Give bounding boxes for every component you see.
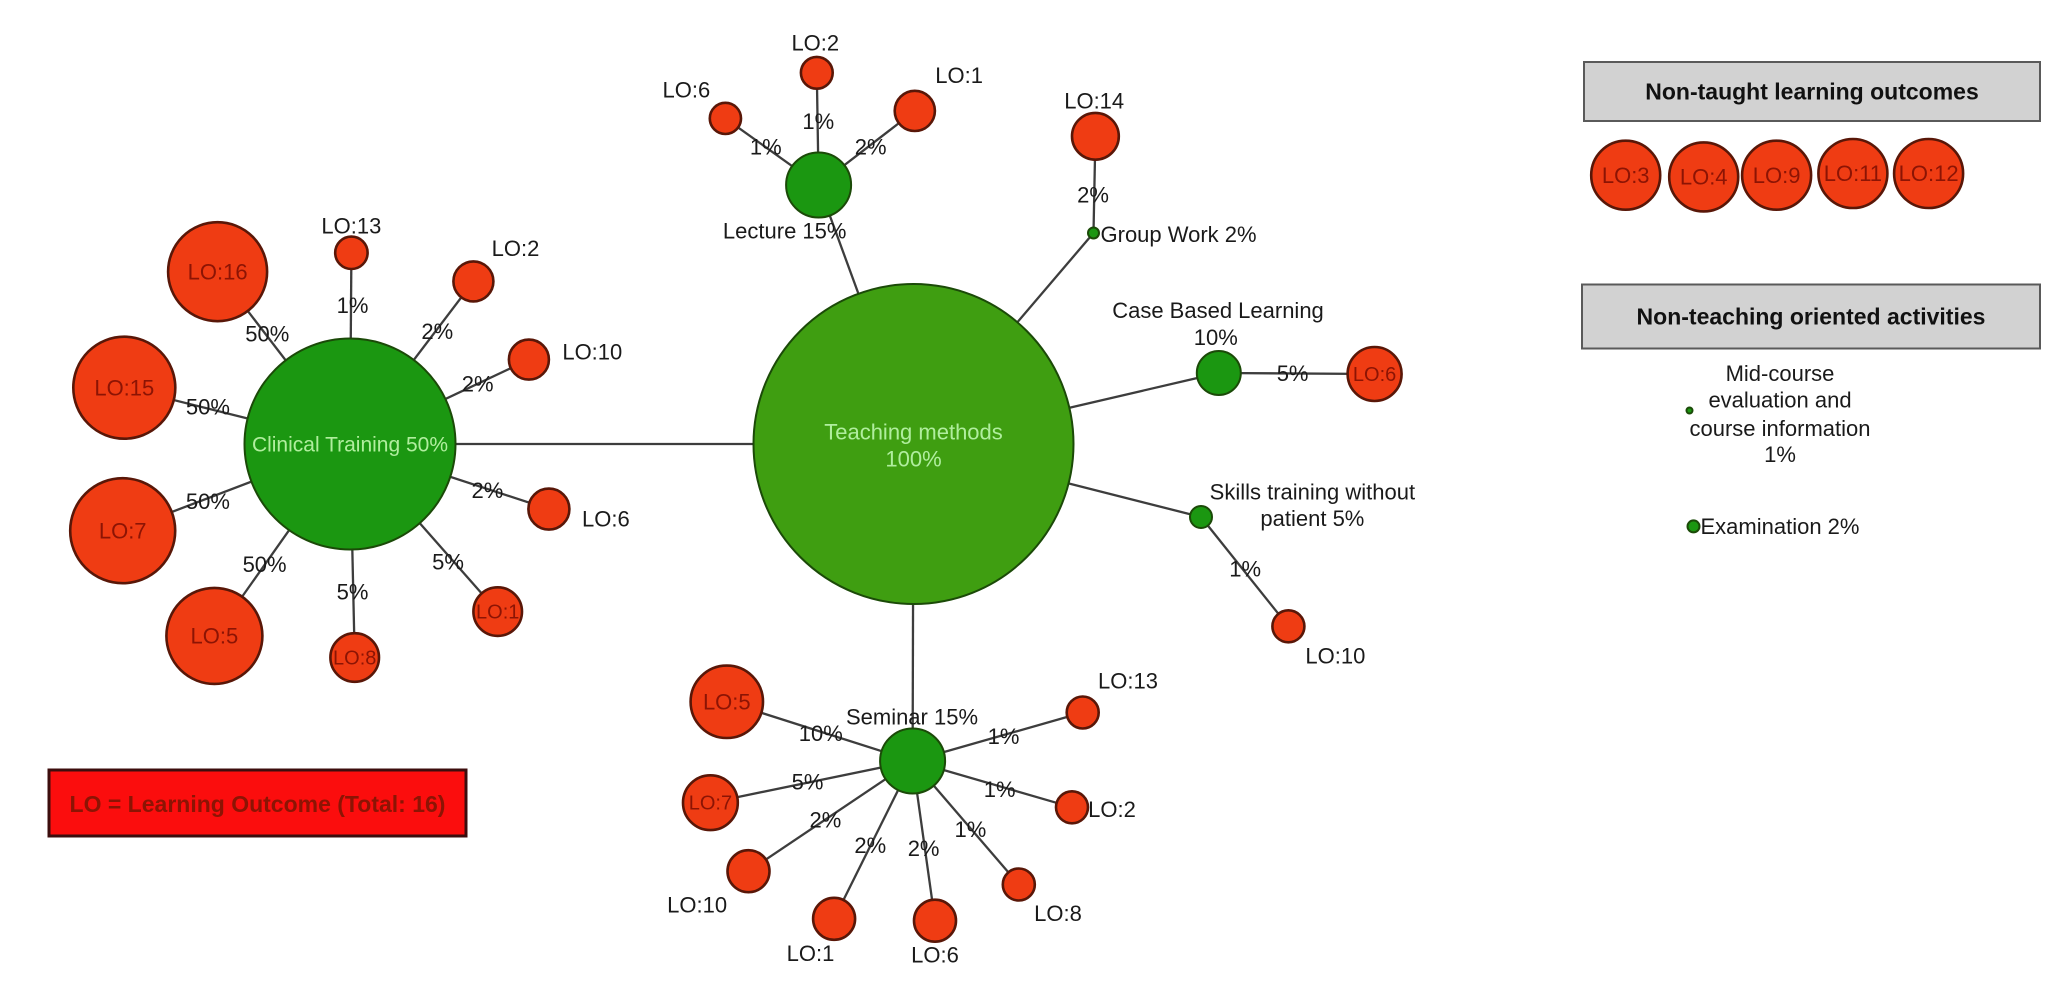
svg-text:LO:3: LO:3 (1602, 163, 1650, 188)
svg-text:1%: 1% (988, 724, 1020, 749)
svg-text:LO:8: LO:8 (333, 648, 376, 670)
svg-text:50%: 50% (243, 552, 287, 577)
svg-text:LO:2: LO:2 (1088, 797, 1136, 822)
svg-text:course information: course information (1690, 416, 1871, 441)
svg-text:10%: 10% (1194, 325, 1238, 350)
svg-text:2%: 2% (421, 319, 453, 344)
svg-text:LO:10: LO:10 (667, 892, 727, 917)
svg-text:2%: 2% (855, 135, 887, 160)
svg-text:LO:13: LO:13 (321, 214, 381, 239)
svg-text:Non-teaching oriented activiti: Non-teaching oriented activities (1637, 304, 1986, 330)
svg-text:1%: 1% (750, 135, 782, 160)
svg-text:1%: 1% (1229, 557, 1261, 582)
svg-text:2%: 2% (472, 478, 504, 503)
svg-text:5%: 5% (1277, 361, 1309, 386)
svg-text:2%: 2% (810, 808, 842, 833)
svg-text:100%: 100% (885, 447, 941, 472)
svg-text:Clinical Training 50%: Clinical Training 50% (252, 433, 448, 456)
svg-text:2%: 2% (854, 833, 886, 858)
svg-text:LO:7: LO:7 (689, 793, 732, 815)
svg-text:1%: 1% (337, 293, 369, 318)
svg-text:2%: 2% (462, 372, 494, 397)
svg-text:LO:9: LO:9 (1753, 163, 1801, 188)
svg-text:patient 5%: patient 5% (1260, 506, 1364, 531)
svg-text:LO:10: LO:10 (1305, 643, 1365, 668)
svg-text:LO:2: LO:2 (791, 31, 839, 56)
svg-text:LO:6: LO:6 (663, 78, 711, 103)
svg-text:LO:12: LO:12 (1899, 161, 1959, 186)
svg-text:2%: 2% (1077, 183, 1109, 208)
svg-text:5%: 5% (792, 770, 824, 795)
svg-text:LO:2: LO:2 (492, 236, 540, 261)
svg-text:LO:11: LO:11 (1824, 161, 1882, 186)
svg-text:10%: 10% (799, 721, 843, 746)
svg-text:LO:1: LO:1 (476, 602, 519, 624)
svg-text:evaluation and: evaluation and (1708, 388, 1851, 413)
svg-text:LO:1: LO:1 (787, 941, 835, 966)
svg-text:Teaching methods: Teaching methods (824, 420, 1003, 445)
svg-text:1%: 1% (802, 109, 834, 134)
svg-text:2%: 2% (908, 836, 940, 861)
svg-text:50%: 50% (186, 394, 230, 419)
svg-text:5%: 5% (432, 550, 464, 575)
svg-text:LO:16: LO:16 (188, 259, 248, 284)
svg-text:LO:7: LO:7 (99, 518, 147, 543)
svg-text:LO = Learning Outcome (Total:: LO = Learning Outcome (Total: 16) (70, 791, 446, 817)
svg-text:LO:6: LO:6 (1353, 364, 1396, 386)
svg-text:LO:5: LO:5 (191, 624, 239, 649)
svg-text:50%: 50% (186, 489, 230, 514)
svg-text:LO:6: LO:6 (582, 507, 630, 532)
svg-text:Non-taught learning outcomes: Non-taught learning outcomes (1645, 79, 1979, 105)
svg-text:LO:1: LO:1 (935, 63, 983, 88)
svg-text:LO:10: LO:10 (562, 339, 622, 364)
svg-text:LO:6: LO:6 (911, 943, 959, 968)
svg-text:50%: 50% (245, 322, 289, 347)
svg-text:1%: 1% (1764, 442, 1796, 467)
svg-text:LO:5: LO:5 (703, 690, 751, 715)
svg-text:LO:4: LO:4 (1680, 165, 1728, 190)
svg-text:LO:13: LO:13 (1098, 669, 1158, 694)
svg-text:Examination 2%: Examination 2% (1701, 514, 1860, 539)
svg-text:5%: 5% (337, 579, 369, 604)
svg-text:Mid-course: Mid-course (1726, 361, 1835, 386)
svg-text:LO:15: LO:15 (94, 375, 154, 400)
svg-text:Skills training without: Skills training without (1210, 480, 1415, 505)
svg-text:Lecture 15%: Lecture 15% (723, 218, 847, 243)
svg-text:LO:8: LO:8 (1034, 901, 1082, 926)
svg-text:Group Work 2%: Group Work 2% (1101, 222, 1257, 247)
svg-text:Case Based Learning: Case Based Learning (1112, 298, 1324, 323)
svg-text:1%: 1% (984, 777, 1016, 802)
svg-text:1%: 1% (955, 817, 987, 842)
svg-text:LO:14: LO:14 (1064, 89, 1124, 114)
svg-text:Seminar 15%: Seminar 15% (846, 705, 978, 730)
